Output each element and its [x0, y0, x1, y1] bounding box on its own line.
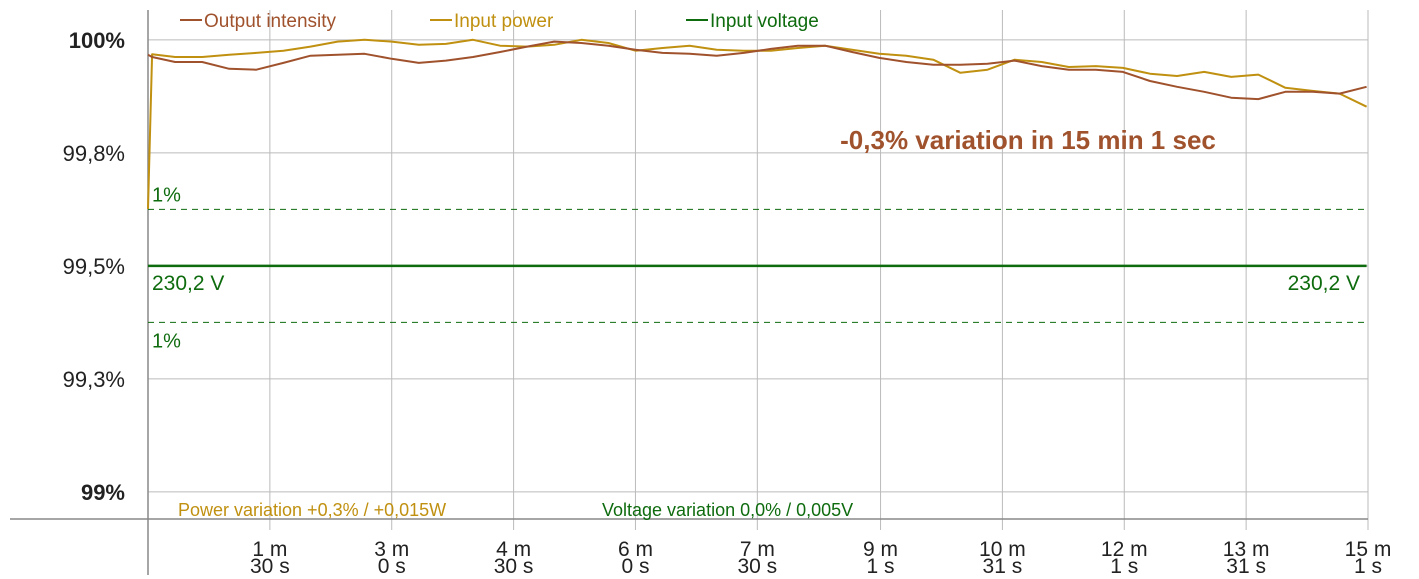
x-tick-label-line: 15 m	[1345, 538, 1392, 561]
legend-label: Output intensity	[204, 11, 337, 32]
x-tick-label-line: 1 m	[252, 538, 287, 561]
y-tick-label: 99%	[81, 480, 125, 505]
x-tick-label-line: 3 m	[374, 538, 409, 561]
x-tick-label: 4 m 30 s	[494, 538, 534, 578]
x-tick-label-line: 0 s	[621, 555, 649, 578]
x-tick-label-line: 30 s	[737, 555, 777, 578]
x-tick-label-line: 4 m	[496, 538, 531, 561]
x-tick-label-line: 30 s	[250, 555, 290, 578]
voltage-label: 230,2 V	[1288, 272, 1360, 295]
x-tick-label-line: 10 m	[979, 538, 1026, 561]
y-tick-label: 99,5%	[63, 254, 125, 279]
x-tick-label-line: 7 m	[740, 538, 775, 561]
y-tick-label: 100%	[69, 28, 125, 53]
x-tick-label-line: 1 s	[867, 555, 895, 578]
power-annotation: Power variation +0,3% / +0,015W	[178, 500, 446, 520]
reference-label: 1%	[152, 330, 181, 352]
x-tick-label-line: 12 m	[1101, 538, 1148, 561]
y-tick-label: 99,3%	[63, 367, 125, 392]
reference-label: 1%	[152, 184, 181, 206]
x-tick-label: 7 m 30 s	[737, 538, 777, 578]
x-tick-label-line: 1 s	[1110, 555, 1138, 578]
x-tick-label: 10 m 31 s	[979, 538, 1026, 578]
x-tick-label-line: 6 m	[618, 538, 653, 561]
y-tick-label: 99,8%	[63, 141, 125, 166]
x-tick-label-line: 13 m	[1223, 538, 1270, 561]
x-tick-label-line: 0 s	[378, 555, 406, 578]
x-tick-label-line: 31 s	[1226, 555, 1266, 578]
x-tick-label-line: 30 s	[494, 555, 534, 578]
lines: 230,2 V 230,2 V Output intensity Input powe…	[147, 11, 1368, 295]
x-tick-label-line: 31 s	[983, 555, 1023, 578]
x-tick-label-line: 9 m	[863, 538, 898, 561]
series-line	[147, 38, 1368, 209]
x-tick-label-line: 1 s	[1354, 555, 1382, 578]
x-tick-label: 1 m 30 s	[250, 538, 290, 578]
voltage-annotation: Voltage variation 0,0% / 0,005V	[602, 500, 853, 520]
legend-label: Input voltage	[710, 11, 819, 32]
x-tick-label: 13 m 31 s	[1223, 538, 1270, 578]
series-line	[147, 40, 1367, 101]
variation-annotation: -0,3% variation in 15 min 1 sec	[840, 125, 1216, 155]
voltage-label: 230,2 V	[152, 272, 224, 295]
legend-label: Input power	[454, 11, 554, 32]
